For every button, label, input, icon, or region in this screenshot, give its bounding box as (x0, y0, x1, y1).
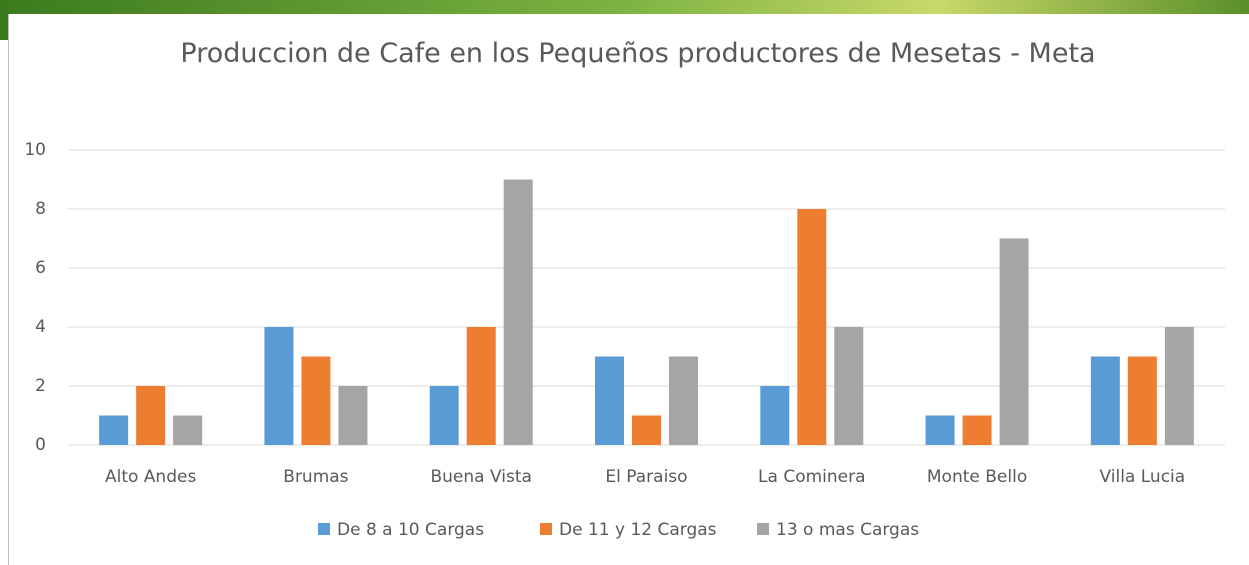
banner (0, 0, 1249, 14)
x-tick-label: Villa Lucia (1100, 467, 1186, 487)
bar (595, 356, 624, 445)
legend-label: 13 o mas Cargas (776, 520, 919, 540)
banner-edge (0, 0, 8, 40)
bar (760, 386, 790, 445)
x-tick-label: Buena Vista (431, 467, 532, 487)
bar (466, 327, 496, 445)
x-tick-label: Alto Andes (105, 467, 196, 487)
y-tick-label: 8 (35, 199, 46, 219)
bar (797, 209, 827, 445)
bar (503, 179, 533, 445)
x-tick-label: Monte Bello (927, 467, 1027, 487)
bar (669, 356, 698, 445)
bar (173, 415, 203, 445)
bar (264, 327, 294, 445)
y-tick-label: 0 (35, 435, 46, 455)
bar (136, 386, 166, 445)
bar (1090, 356, 1120, 445)
y-tick-label: 10 (24, 140, 46, 160)
x-tick-label: El Paraiso (605, 467, 687, 487)
legend-label: De 8 a 10 Cargas (337, 520, 484, 540)
bar (1127, 356, 1157, 445)
bar (962, 415, 992, 445)
bar (999, 238, 1029, 445)
bar (99, 415, 129, 445)
bar (834, 327, 864, 445)
x-tick-label: La Cominera (758, 467, 866, 487)
legend-swatch (318, 523, 330, 535)
bar (338, 386, 368, 445)
y-tick-label: 2 (35, 376, 46, 396)
bar (1164, 327, 1194, 445)
legend-swatch (540, 523, 552, 535)
chart-title: Produccion de Cafe en los Pequeños produ… (180, 38, 1096, 69)
legend-swatch (757, 523, 769, 535)
bar (925, 415, 955, 445)
y-tick-label: 4 (35, 317, 46, 337)
bar (632, 415, 661, 445)
x-tick-label: Brumas (283, 467, 348, 487)
bar (429, 386, 459, 445)
bar (301, 356, 331, 445)
y-tick-label: 6 (35, 258, 46, 278)
legend-label: De 11 y 12 Cargas (559, 520, 717, 540)
